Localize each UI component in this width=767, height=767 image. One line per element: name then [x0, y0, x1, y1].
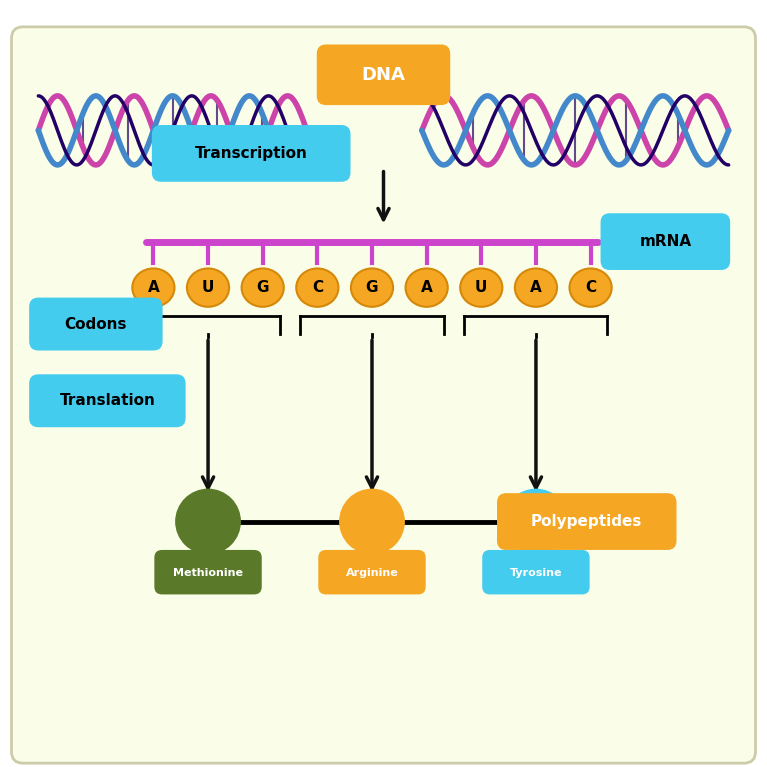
FancyBboxPatch shape	[29, 374, 186, 427]
Ellipse shape	[569, 268, 612, 307]
Text: Polypeptides: Polypeptides	[531, 514, 643, 529]
Text: U: U	[202, 280, 214, 295]
Text: A: A	[421, 280, 433, 295]
Text: C: C	[311, 280, 323, 295]
FancyBboxPatch shape	[12, 27, 755, 763]
Ellipse shape	[460, 268, 502, 307]
Text: Methionine: Methionine	[173, 568, 243, 578]
Ellipse shape	[187, 268, 229, 307]
Circle shape	[176, 489, 240, 554]
FancyBboxPatch shape	[317, 44, 450, 105]
Ellipse shape	[351, 268, 393, 307]
Ellipse shape	[296, 268, 338, 307]
Text: Codons: Codons	[64, 317, 127, 331]
Text: DNA: DNA	[361, 66, 406, 84]
Text: U: U	[475, 280, 488, 295]
FancyBboxPatch shape	[29, 298, 163, 351]
Text: G: G	[256, 280, 269, 295]
FancyBboxPatch shape	[497, 493, 676, 550]
Text: A: A	[530, 280, 542, 295]
FancyBboxPatch shape	[152, 125, 351, 182]
Text: Arginine: Arginine	[346, 568, 398, 578]
FancyBboxPatch shape	[154, 550, 262, 594]
Circle shape	[504, 489, 568, 554]
Ellipse shape	[515, 268, 557, 307]
FancyBboxPatch shape	[318, 550, 426, 594]
FancyBboxPatch shape	[482, 550, 590, 594]
Ellipse shape	[406, 268, 448, 307]
Text: Tyrosine: Tyrosine	[510, 568, 562, 578]
Text: C: C	[585, 280, 596, 295]
Text: Transcription: Transcription	[195, 146, 308, 161]
Circle shape	[340, 489, 404, 554]
Ellipse shape	[242, 268, 284, 307]
FancyBboxPatch shape	[601, 213, 730, 270]
Text: mRNA: mRNA	[640, 234, 691, 249]
Text: A: A	[147, 280, 160, 295]
Text: G: G	[366, 280, 378, 295]
Ellipse shape	[133, 268, 175, 307]
Text: Translation: Translation	[59, 393, 155, 408]
